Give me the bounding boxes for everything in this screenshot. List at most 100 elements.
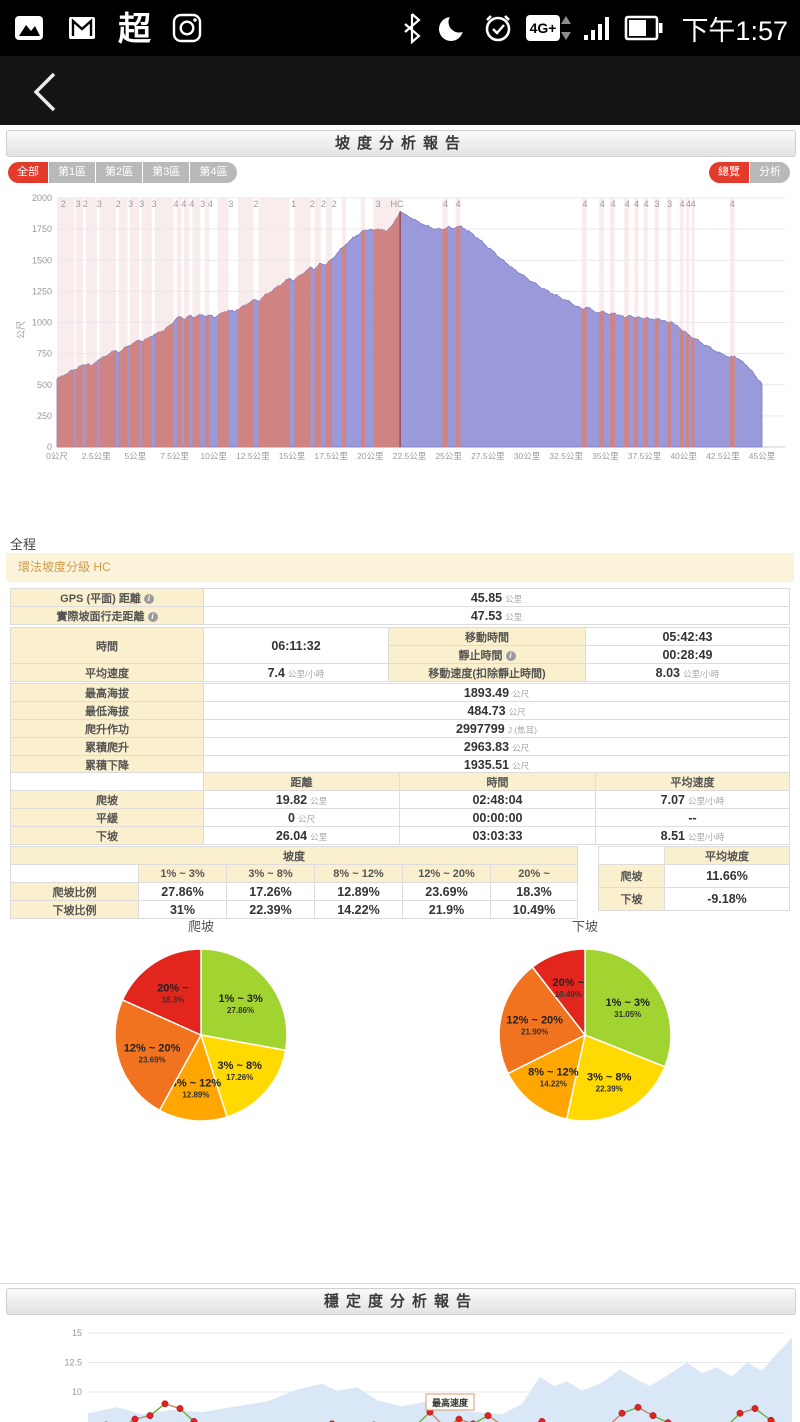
info-icon[interactable] xyxy=(143,593,154,604)
svg-text:4: 4 xyxy=(611,199,616,209)
table-row: 最高海拔 1893.49 公尺 xyxy=(10,683,790,702)
chao-app-icon: 超 xyxy=(118,9,151,47)
svg-text:10.49%: 10.49% xyxy=(555,990,582,999)
moving-time-label: 移動時間 xyxy=(388,627,586,646)
descent-slope-pie-chart[interactable]: 下坡 1% ~ 3%31.05% 3% ~ 8%22.39% 8% ~ 12%14.2… xyxy=(438,915,732,1140)
gps-distance-value: 45.85 xyxy=(470,590,503,605)
svg-text:3: 3 xyxy=(76,199,81,209)
svg-text:17.26%: 17.26% xyxy=(226,1073,253,1082)
table-row: 累積爬升 2963.83 公尺 xyxy=(10,737,790,756)
svg-text:12% ~ 20%: 12% ~ 20% xyxy=(506,1015,563,1027)
moving-speed-label: 移動速度(扣除靜止時間) xyxy=(388,663,586,682)
svg-text:4: 4 xyxy=(174,199,179,209)
section-divider xyxy=(0,1283,800,1284)
svg-text:250: 250 xyxy=(37,411,52,421)
svg-text:17.5公里: 17.5公里 xyxy=(314,451,348,461)
svg-text:1: 1 xyxy=(291,199,296,209)
svg-text:4: 4 xyxy=(730,199,735,209)
svg-text:22.39%: 22.39% xyxy=(596,1085,623,1094)
svg-text:2.5公里: 2.5公里 xyxy=(82,451,111,461)
climb-work-value: 2997799 xyxy=(456,721,505,736)
notification-icons: 超 xyxy=(12,11,204,45)
svg-text:1% ~ 3%: 1% ~ 3% xyxy=(218,993,263,1005)
svg-text:15公里: 15公里 xyxy=(279,451,306,461)
min-altitude-label: 最低海拔 xyxy=(10,701,204,720)
svg-text:32.5公里: 32.5公里 xyxy=(549,451,583,461)
svg-text:2: 2 xyxy=(332,199,337,209)
slope-distribution-table: 坡度 1% ~ 3% 3% ~ 8% 8% ~ 12% 12% ~ 20% 20… xyxy=(10,846,578,919)
stability-report-title: 穩定度分析報告 xyxy=(6,1288,796,1315)
gps-distance-label: GPS (平面) 距離 xyxy=(60,592,141,605)
section-tabs: 全部 第1區 第2區 第3區 第4區 總覽 分析 xyxy=(8,162,792,183)
table-row: 累積下降 1935.51 公尺 xyxy=(10,755,790,774)
table-row: 靜止時間 00:28:49 xyxy=(11,645,790,664)
table-row: 下坡 -9.18% xyxy=(598,887,790,911)
tab-zone-1[interactable]: 第1區 xyxy=(49,162,96,183)
climb-row-label: 爬坡 xyxy=(10,790,204,809)
table-row: 下坡 26.04 公里 03:03:33 8.51 公里/小時 xyxy=(10,826,790,845)
table-row: 爬坡 19.82 公里 02:48:04 7.07 公里/小時 xyxy=(10,790,790,809)
climb-classification-text: 環法坡度分級 HC xyxy=(18,560,111,574)
tab-all[interactable]: 全部 xyxy=(8,162,48,183)
stability-chart[interactable]: 15 12.5 10 最高速度 xyxy=(2,1316,798,1422)
svg-text:4: 4 xyxy=(680,199,685,209)
table-row: 平緩 0 公尺 00:00:00 -- xyxy=(10,808,790,827)
bluetooth-icon xyxy=(403,13,421,44)
svg-text:22.5公里: 22.5公里 xyxy=(393,451,427,461)
effort-table: 距離 時間 平均速度 爬坡 19.82 公里 02:48:04 7.07 公里/小時… xyxy=(10,772,790,845)
svg-text:0: 0 xyxy=(47,442,52,452)
average-slope-table: 平均坡度 爬坡 11.66% 下坡 -9.18% xyxy=(598,846,790,911)
time-header: 時間 xyxy=(399,772,596,791)
info-icon[interactable] xyxy=(147,611,158,622)
do-not-disturb-moon-icon xyxy=(438,11,470,41)
max-altitude-label: 最高海拔 xyxy=(10,683,204,702)
stability-report-title-text: 穩定度分析報告 xyxy=(323,1293,478,1310)
svg-text:27.86%: 27.86% xyxy=(227,1006,254,1015)
svg-text:45公里: 45公里 xyxy=(749,451,776,461)
table-row: 平均速度 7.4 公里/小時 移動速度(扣除靜止時間) 8.03 公里/小時 xyxy=(10,663,790,682)
svg-text:3: 3 xyxy=(376,199,381,209)
rest-time-label: 靜止時間 xyxy=(458,649,503,662)
slope-report-title-text: 坡度分析報告 xyxy=(334,135,467,152)
svg-text:3: 3 xyxy=(139,199,144,209)
info-icon[interactable] xyxy=(505,650,516,661)
svg-text:27.5公里: 27.5公里 xyxy=(471,451,505,461)
gmail-icon xyxy=(69,17,95,39)
tab-zone-4[interactable]: 第4區 xyxy=(190,162,237,183)
svg-text:37.5公里: 37.5公里 xyxy=(628,451,662,461)
svg-text:1500: 1500 xyxy=(32,255,52,265)
svg-text:4: 4 xyxy=(189,199,194,209)
svg-text:HC: HC xyxy=(390,199,403,209)
climb-work-label: 爬升作功 xyxy=(10,719,204,738)
tab-zone-3[interactable]: 第3區 xyxy=(143,162,190,183)
svg-text:20公里: 20公里 xyxy=(357,451,384,461)
svg-text:4: 4 xyxy=(181,199,186,209)
table-row: 時間 06:11:32 移動時間 05:42:43 xyxy=(10,627,790,664)
svg-text:20% ~: 20% ~ xyxy=(553,977,585,989)
system-status-icons: 4G+ 下午1:57 xyxy=(399,9,788,48)
avg-speed-value: 7.4 xyxy=(267,665,285,680)
back-button[interactable] xyxy=(24,68,68,116)
svg-text:2: 2 xyxy=(116,199,121,209)
svg-text:公尺: 公尺 xyxy=(16,321,26,339)
svg-text:31.05%: 31.05% xyxy=(614,1010,641,1019)
table-row: 距離 時間 平均速度 xyxy=(10,772,790,791)
svg-text:8% ~ 12%: 8% ~ 12% xyxy=(171,1077,222,1089)
svg-text:7.5公里: 7.5公里 xyxy=(160,451,189,461)
slope-report-title: 坡度分析報告 xyxy=(6,130,796,157)
climb-slope-pie-chart[interactable]: 爬坡 1% ~ 3%27.86% 3% ~ 8%17.26% 8% ~ 12%12.8… xyxy=(55,915,347,1140)
svg-text:3% ~ 8%: 3% ~ 8% xyxy=(587,1072,632,1084)
svg-text:21.90%: 21.90% xyxy=(521,1028,548,1037)
climb-classification-banner: 環法坡度分級 HC xyxy=(6,553,794,582)
instagram-icon xyxy=(172,13,202,43)
svg-text:1750: 1750 xyxy=(32,224,52,234)
route-scope-label: 全程 xyxy=(10,537,37,552)
tab-zone-2[interactable]: 第2區 xyxy=(96,162,143,183)
svg-text:爬坡: 爬坡 xyxy=(188,919,214,934)
status-bar: 超 4G+ 下午1:57 xyxy=(0,0,800,56)
svg-text:4: 4 xyxy=(208,199,213,209)
toggle-overview[interactable]: 總覽 xyxy=(709,162,749,183)
toggle-analysis[interactable]: 分析 xyxy=(750,162,790,183)
